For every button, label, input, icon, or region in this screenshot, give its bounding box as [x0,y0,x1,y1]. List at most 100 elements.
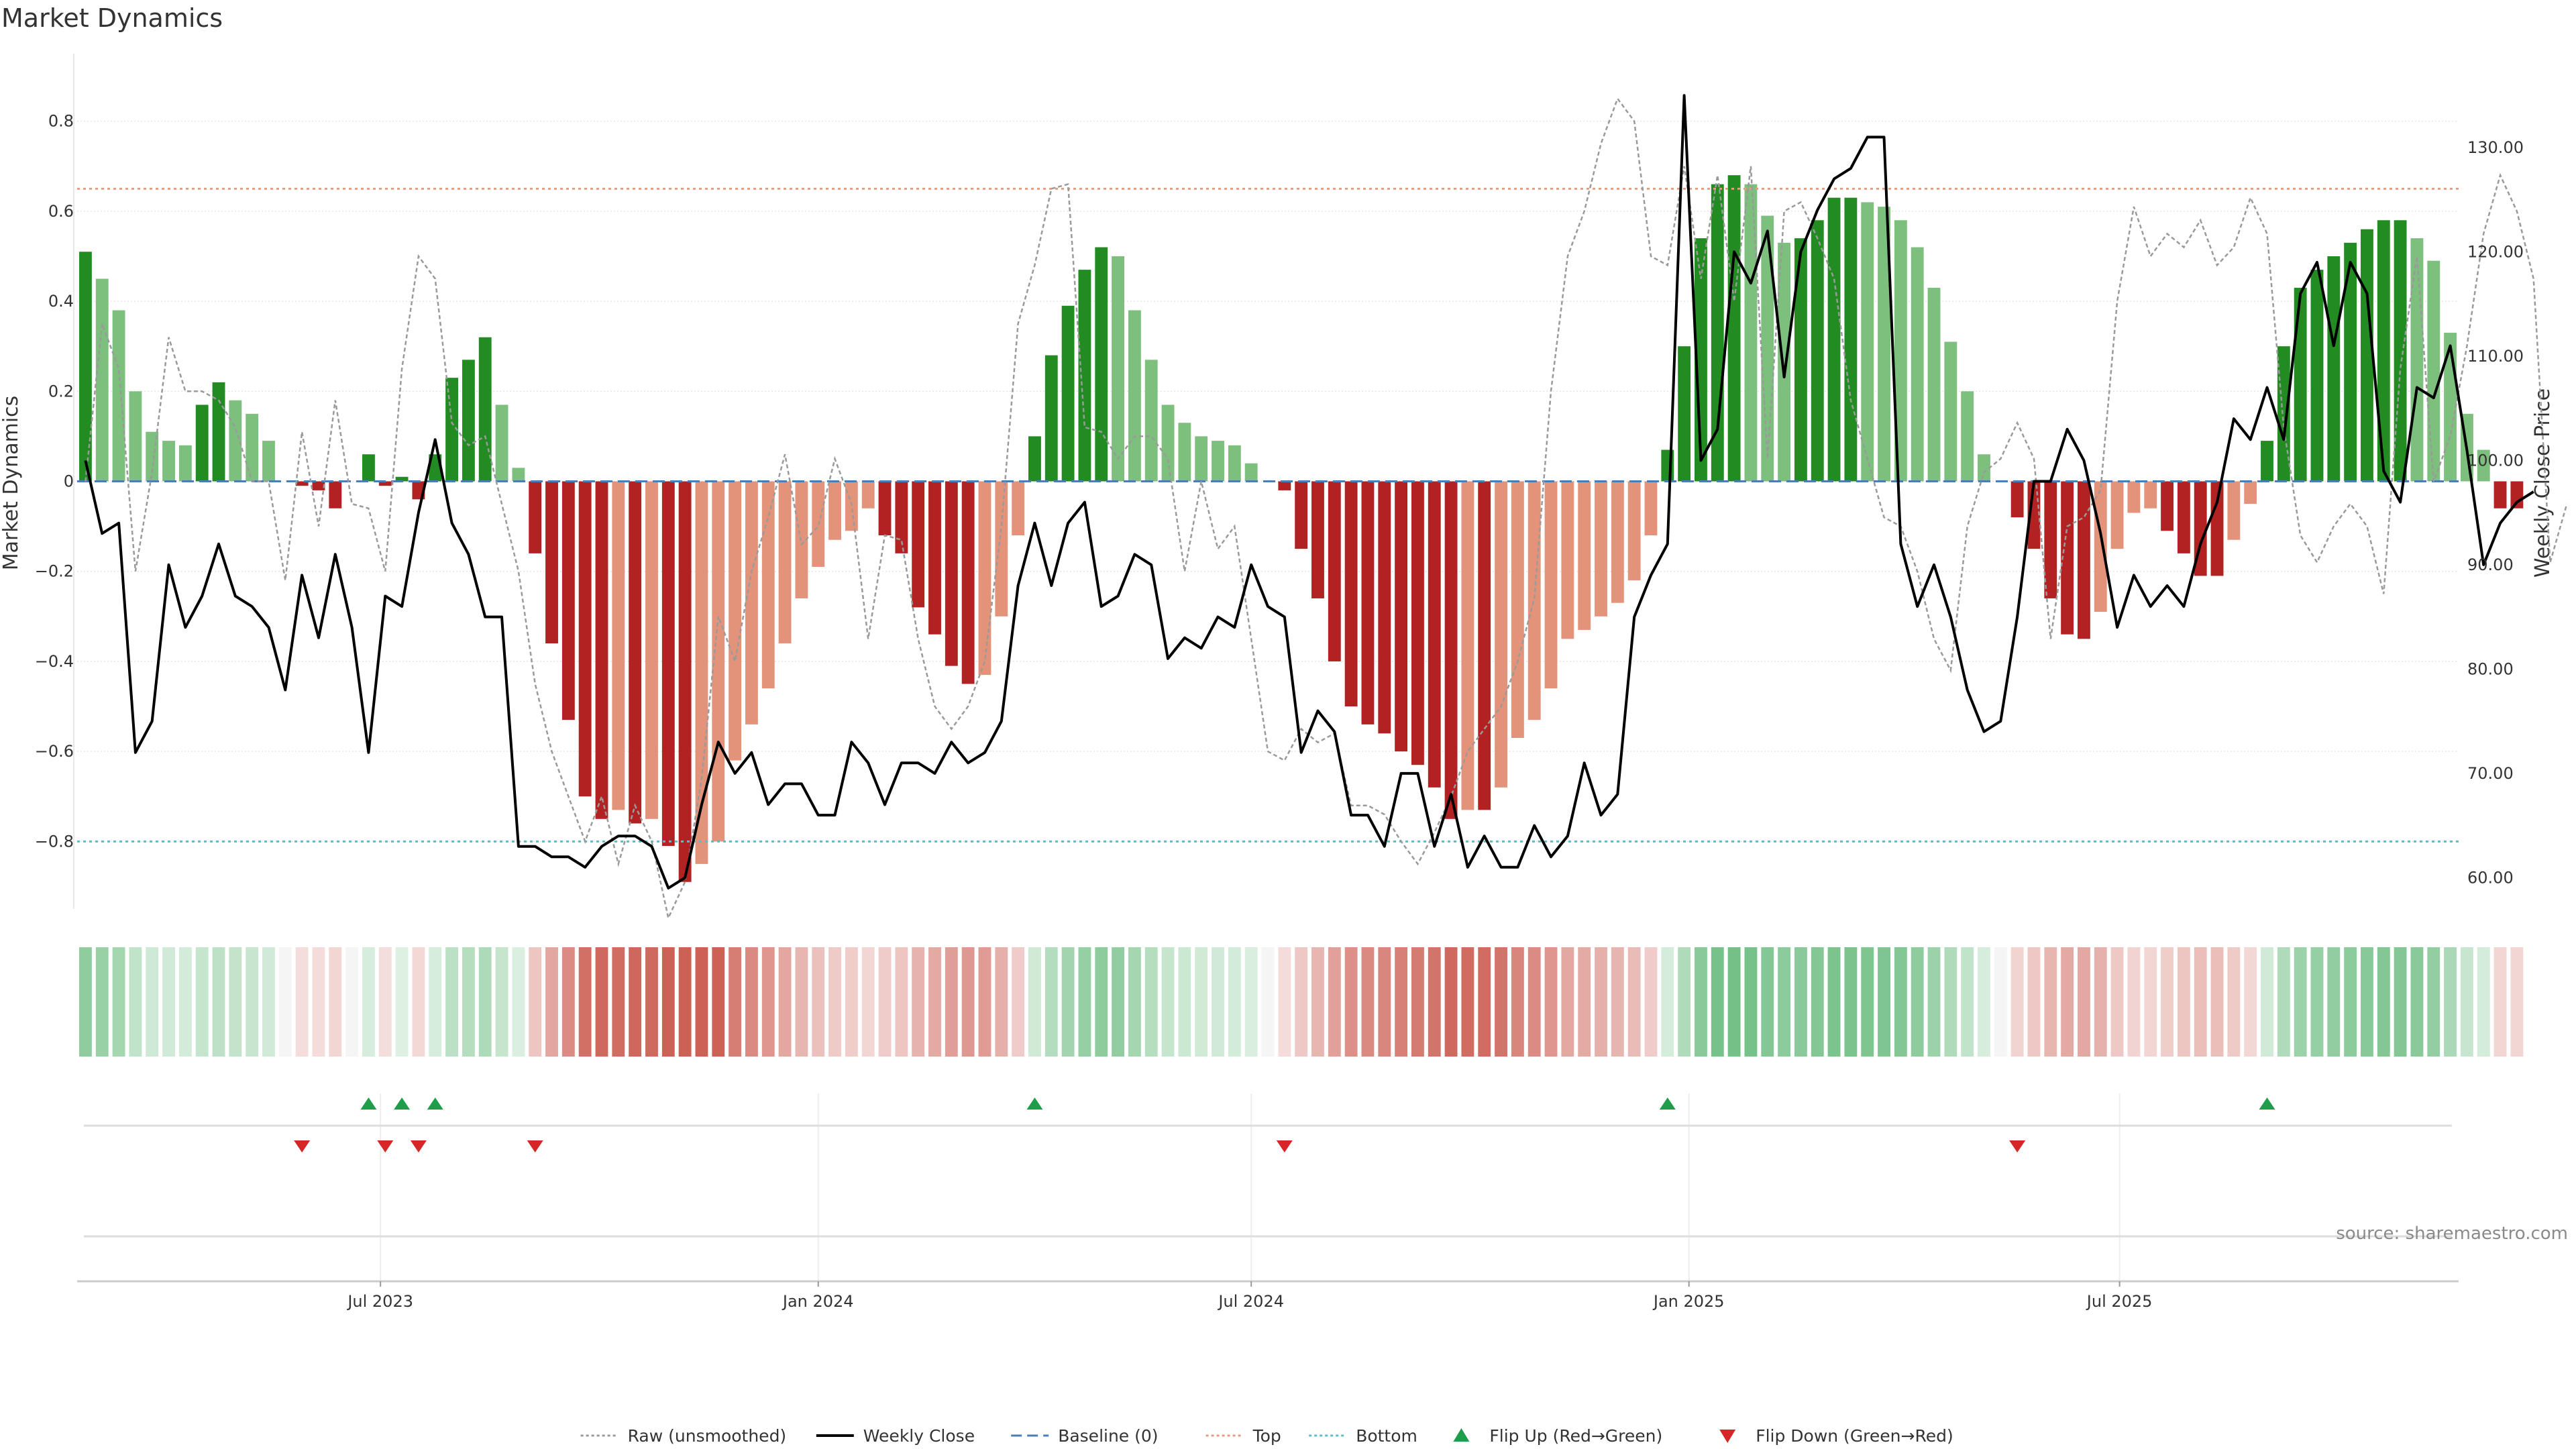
heat-cell [712,947,725,1057]
dynamics-bar [661,481,675,847]
dynamics-bar [2310,270,2324,482]
chart-legend: Raw (unsmoothed) Weekly Close Baseline (0)… [580,1426,1953,1446]
heat-cell [1328,947,1341,1057]
x-tick-label: Jul 2025 [2086,1292,2153,1311]
heat-cell [1344,947,1358,1057]
heat-cell [1711,947,1724,1057]
heat-cell [2110,947,2124,1057]
heat-cell [1511,947,1524,1057]
dynamics-bar [1028,436,1041,482]
legend-item: Flip Down (Green→Red) [1719,1426,1953,1446]
weekly-close-line [84,94,2534,890]
legend-label: Raw (unsmoothed) [628,1426,787,1446]
heat-cell [1794,947,1807,1057]
heat-cell [2477,947,2490,1057]
dynamics-bar [1811,220,1824,482]
heat-cell [1161,947,1175,1057]
heat-cell [462,947,475,1057]
dynamics-bar [1444,481,1458,819]
heat-cell [512,947,525,1057]
y-axis-left-ticks: 0.8 0.6 0.4 0.2 0 −0.2 −0.4 −0.6 −0.8 [35,112,74,851]
dynamics-bar [362,454,375,482]
heat-cell [729,947,742,1057]
dynamics-bar [178,445,192,482]
heat-cell [2361,947,2373,1057]
heat-cell [795,947,808,1057]
heat-cell [1578,947,1591,1057]
dynamics-bar [2094,481,2107,612]
dynamics-bar [1944,341,1957,482]
dynamics-bar [1611,481,1624,603]
heat-cell [1195,947,1208,1057]
heat-cell [778,947,792,1057]
dynamics-bar [129,391,142,482]
dynamics-bar [1144,360,1158,482]
y-left-tick-label: −0.8 [35,832,74,851]
heat-cell [2078,947,2090,1057]
dynamics-bar [1378,481,1391,734]
dynamics-bar [512,468,525,482]
dynamics-bar [645,481,658,819]
dynamics-bar [1627,481,1641,581]
dynamics-bar [578,481,592,797]
dynamics-bar [1078,270,1091,482]
heat-cell [2377,947,2390,1057]
heat-cell [1495,947,1507,1057]
x-tick-label: Jul 2024 [1217,1292,1284,1311]
heat-cell [95,947,109,1057]
heat-cell [545,947,558,1057]
dynamics-bar [1328,481,1341,661]
legend-label: Baseline (0) [1058,1426,1158,1446]
chart-title: Market Dynamics [1,3,223,33]
dynamics-bar [329,481,342,508]
line-series [77,94,2568,921]
dynamics-bar [1978,454,1990,482]
heat-cell [595,947,608,1057]
legend-swatch [1453,1428,1470,1442]
dynamics-bar [895,481,908,553]
flip-markers-panel [77,1093,2459,1283]
dynamics-bar [2161,481,2174,531]
dynamics-bar [1411,481,1424,765]
dynamics-bar [1561,481,1574,639]
dynamics-bar [2177,481,2190,553]
y-left-tick-label: 0.2 [48,382,74,400]
dynamics-bar [2277,346,2290,482]
dynamics-bar [378,481,392,486]
heat-cell [1228,947,1241,1057]
heat-cell [1927,947,1941,1057]
dynamics-bar [2078,481,2090,639]
dynamics-bar [1344,481,1358,707]
dynamics-bar [1395,481,1408,752]
dynamics-bar [1578,481,1591,630]
dynamics-bar [1112,256,1125,482]
heat-cell [961,947,975,1057]
heat-cell [1144,947,1158,1057]
dynamics-bar [961,481,975,684]
heat-cell [1861,947,1874,1057]
y-left-tick-label: −0.2 [35,562,74,581]
heat-cell [78,947,92,1057]
legend-item: Baseline (0) [1011,1426,1159,1446]
heat-cell [195,947,209,1057]
dynamics-bar [2344,242,2357,482]
dynamics-bar [1827,197,1841,482]
dynamics-bar [1527,481,1541,720]
heat-cell [1811,947,1824,1057]
heat-cell [1028,947,1041,1057]
flip-down-marker [527,1140,543,1152]
heat-cell [1627,947,1641,1057]
flip-down-marker [377,1140,394,1152]
dynamics-bar [212,382,225,482]
dynamics-bar [2294,287,2307,482]
dynamics-bar [495,405,508,482]
dynamics-bar [1012,481,1025,536]
y-axis-right-ticks: 130.00 120.00 110.00 100.00 90.00 80.00 70.00 6… [2467,138,2524,887]
dynamics-bar [1228,445,1241,482]
heat-cell [1112,947,1125,1057]
heat-cell [1844,947,1858,1057]
dynamics-bar [1544,481,1558,689]
heat-cell [1361,947,1375,1057]
y-left-tick-label: 0 [64,472,74,491]
